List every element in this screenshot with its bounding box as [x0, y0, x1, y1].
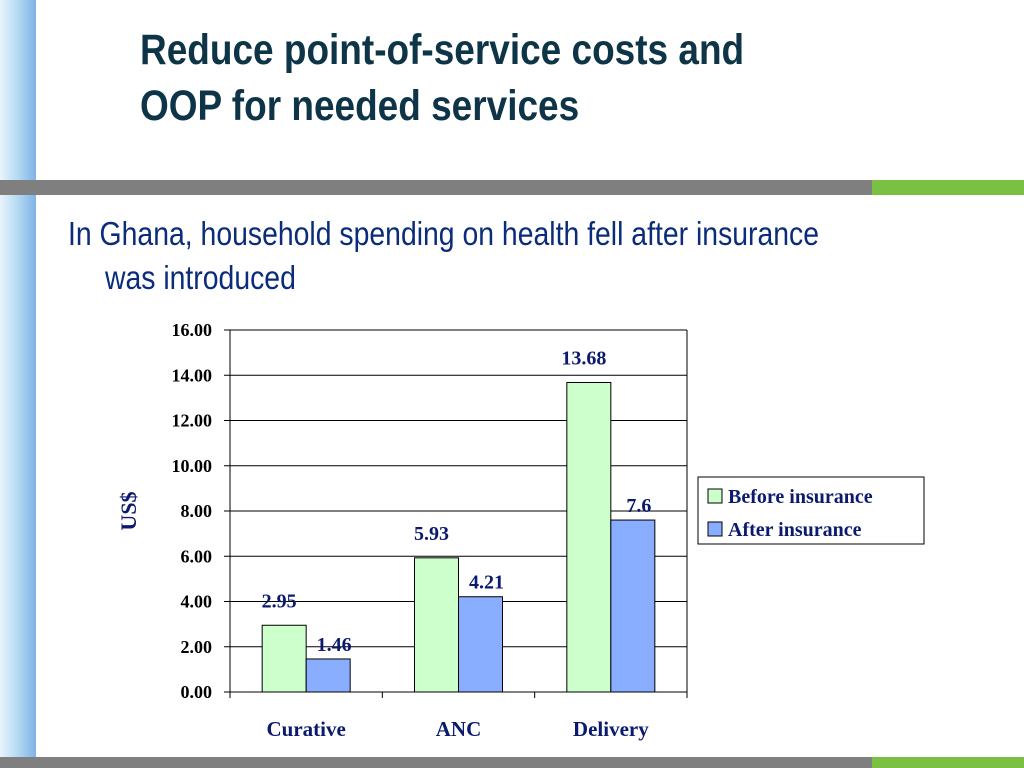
title-divider-gray: [0, 180, 872, 195]
slide-subtitle: In Ghana, household spending on health f…: [68, 212, 928, 300]
legend-swatch-before: [707, 488, 723, 504]
bar-before-delivery: [566, 381, 612, 693]
legend-swatch-after: [707, 521, 723, 537]
legend-label-after: After insurance: [728, 519, 862, 541]
slide-title-line-1: Reduce point-of-service costs and: [140, 26, 745, 74]
slide-title-line-2: OOP for needed services: [140, 82, 580, 130]
y-tick-label: 12.00: [172, 411, 213, 431]
legend-label-before: Before insurance: [728, 486, 873, 508]
x-tick-label: Curative: [267, 717, 346, 741]
y-tick-label: 10.00: [172, 456, 213, 476]
slide-subtitle-line-2: was introduced: [104, 259, 296, 296]
footer-divider-green: [872, 757, 1024, 768]
y-tick-label: 16.00: [172, 320, 213, 340]
data-label-before-delivery: 13.68: [561, 347, 606, 369]
slide-subtitle-line-1: In Ghana, household spending on health f…: [68, 215, 820, 252]
x-tick-label: ANC: [436, 717, 482, 741]
y-tick-label: 14.00: [172, 365, 213, 385]
data-label-after-anc: 4.21: [469, 572, 504, 594]
bar-before-anc: [414, 557, 459, 693]
bar-before-curative: [261, 624, 307, 693]
data-label-after-curative: 1.46: [317, 634, 352, 656]
bars: [261, 381, 656, 693]
bar-after-curative: [305, 658, 351, 693]
bar-after-delivery: [610, 519, 656, 693]
title-divider-green: [872, 180, 1024, 195]
y-tick-label: 2.00: [181, 637, 213, 657]
y-tick-label: 8.00: [181, 501, 213, 521]
axes: 0.00 2.00 4.00 6.00 8.00 10.00 12.00 14.00 16.00…: [116, 320, 688, 741]
data-label-before-curative: 2.95: [262, 590, 297, 612]
legend-box: [697, 476, 925, 545]
bar-after-anc: [458, 596, 503, 693]
x-tick-label: Delivery: [573, 717, 649, 741]
data-label-after-delivery: 7.6: [626, 495, 651, 517]
left-decorative-stripe: [0, 0, 36, 768]
data-label-before-anc: 5.93: [414, 523, 449, 545]
footer-divider-gray: [0, 757, 872, 768]
y-axis-label: US$: [116, 491, 141, 530]
data-labels: 2.95 1.46 5.93 4.21 13.68 7.6: [262, 347, 652, 655]
y-tick-label: 4.00: [181, 592, 213, 612]
legend: Before insurance After insurance: [697, 476, 925, 545]
slide-title: Reduce point-of-service costs and OOP fo…: [140, 22, 880, 134]
y-tick-label: 0.00: [181, 682, 213, 702]
y-tick-label: 6.00: [181, 546, 213, 566]
